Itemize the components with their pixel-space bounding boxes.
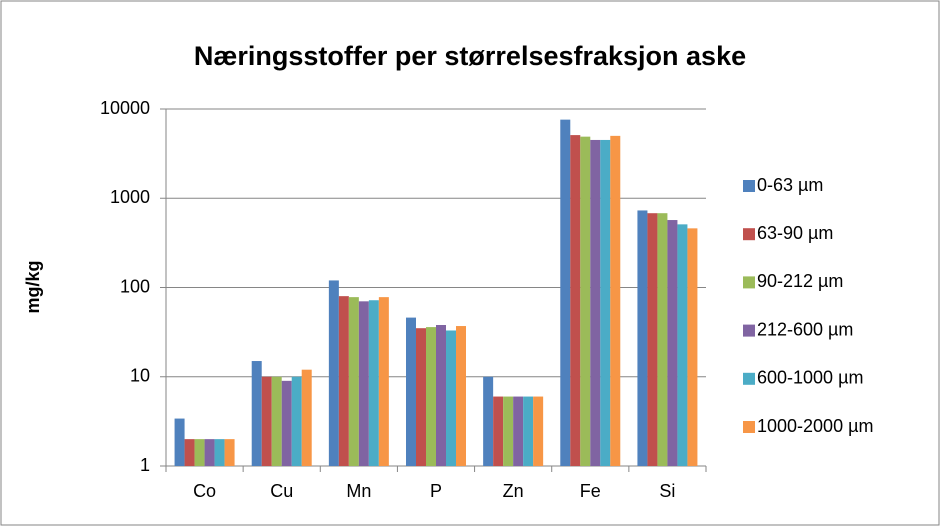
y-tick-label: 1: [140, 455, 150, 475]
bar: [610, 135, 621, 466]
bar: [184, 439, 195, 466]
chart-title: Næringsstoffer per størrelsesfraksjon as…: [194, 41, 746, 71]
bar: [358, 301, 369, 466]
legend-swatch: [743, 372, 755, 385]
legend-swatch: [743, 228, 755, 241]
x-tick-label: Fe: [580, 481, 601, 501]
bar: [194, 439, 205, 466]
bar: [570, 135, 581, 466]
bar: [560, 119, 571, 466]
legend-label: 212-600 µm: [757, 319, 853, 339]
bar: [368, 300, 379, 466]
bar: [657, 213, 668, 466]
y-axis-label: mg/kg: [23, 260, 43, 313]
bar: [667, 220, 678, 466]
x-tick-label: Co: [193, 481, 216, 501]
bar: [281, 380, 292, 466]
y-tick-label: 100: [120, 276, 150, 296]
bar: [378, 297, 389, 466]
bar: [436, 325, 446, 466]
x-tick-label: Zn: [503, 481, 524, 501]
bar: [174, 418, 185, 466]
bar: [637, 210, 648, 466]
bar: [204, 439, 215, 466]
bar: [533, 396, 544, 466]
bar: [426, 327, 436, 466]
legend-label: 90-212 µm: [757, 271, 843, 291]
bar: [523, 396, 534, 466]
legend-swatch: [743, 421, 755, 433]
bar: [406, 317, 416, 466]
x-tick-label: Cu: [270, 481, 293, 501]
bar: [513, 396, 524, 466]
legend-swatch: [743, 324, 755, 337]
bar: [687, 228, 698, 466]
y-tick-label: 10: [130, 366, 150, 386]
bar: [590, 139, 601, 466]
legend-label: 1000-2000 µm: [757, 416, 873, 436]
bar: [600, 139, 611, 466]
bar: [328, 280, 339, 466]
y-tick-label: 10000: [100, 98, 150, 118]
bar: [416, 328, 426, 466]
bar: [446, 330, 456, 466]
x-tick-label: P: [430, 481, 442, 501]
bar: [493, 396, 504, 466]
legend-swatch: [743, 180, 755, 192]
bar: [338, 296, 349, 466]
bar: [301, 369, 312, 466]
bar: [503, 396, 514, 466]
bar: [483, 376, 494, 466]
bar: [677, 224, 688, 466]
bar: [291, 376, 302, 466]
x-tick-label: Si: [659, 481, 675, 501]
bar: [261, 376, 272, 466]
bar: [348, 297, 359, 466]
legend-label: 63-90 µm: [757, 223, 833, 243]
legend-swatch: [743, 276, 755, 289]
legend-label: 600-1000 µm: [757, 368, 863, 388]
bar: [647, 213, 658, 466]
bar: [271, 376, 282, 466]
bar: [214, 439, 225, 466]
y-tick-label: 1000: [110, 187, 150, 207]
x-tick-label: Mn: [346, 481, 371, 501]
bar: [456, 326, 466, 466]
bar: [580, 136, 591, 466]
bar: [251, 361, 262, 466]
bar: [224, 439, 235, 466]
legend-label: 0-63 µm: [757, 175, 823, 195]
